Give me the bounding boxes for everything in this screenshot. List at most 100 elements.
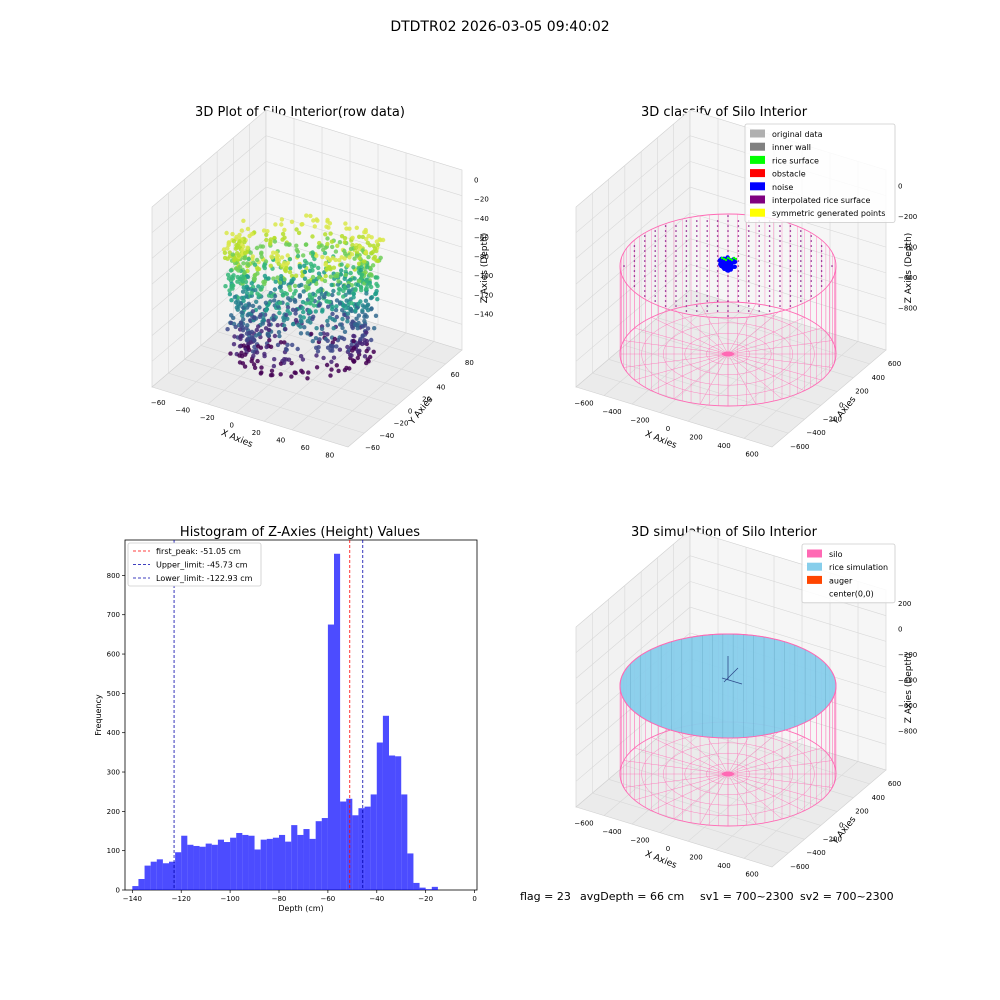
raw-point <box>222 250 228 255</box>
classify-surface-point <box>779 250 781 252</box>
raw-point <box>362 259 367 264</box>
raw-point <box>360 308 365 313</box>
hist-xlabel: Depth (cm) <box>278 904 323 913</box>
classify-surface-point <box>633 265 636 267</box>
raw-point <box>323 273 328 279</box>
raw-point <box>287 257 293 262</box>
classify-surface-point <box>644 255 646 257</box>
classify-surface-point <box>633 250 636 252</box>
raw-point <box>250 303 256 309</box>
classify-surface-point <box>716 290 719 292</box>
sim-ztick-label: −200 <box>898 651 917 659</box>
raw-point <box>353 308 358 313</box>
classify-legend-label: interpolated rice surface <box>772 196 870 205</box>
sim-floor-ring <box>706 763 750 785</box>
sim-silo-wireframe <box>619 633 837 827</box>
classify-rice-point <box>730 258 734 262</box>
raw-point <box>353 288 358 293</box>
classify-surface-point <box>706 290 708 292</box>
classify-rice-point <box>726 256 730 260</box>
hist-bar <box>401 794 408 890</box>
classify-surface-point <box>696 265 698 267</box>
raw-point <box>304 242 309 247</box>
raw-point <box>240 313 245 318</box>
classify-surface-point <box>758 265 760 267</box>
classify-floor-spoke <box>727 353 783 400</box>
raw-point <box>253 333 259 338</box>
raw-point <box>249 281 254 286</box>
classify-surface-point <box>820 275 823 277</box>
raw-point <box>262 273 268 279</box>
raw-point <box>375 258 381 264</box>
classify-surface-point <box>675 225 677 227</box>
classify-surface-point <box>800 295 802 297</box>
sim-legend-frame <box>801 543 896 604</box>
classify-noise-cluster <box>717 255 738 273</box>
classify-floor-spoke <box>634 353 729 381</box>
classify-grid-line <box>575 186 887 285</box>
sim-xtick-label: 200 <box>689 854 702 862</box>
raw-point <box>241 298 246 303</box>
raw-point <box>345 311 351 316</box>
raw-point <box>280 293 286 298</box>
classify-surface-point <box>727 295 729 297</box>
classify-surface-point <box>727 225 729 227</box>
classify-surface-point <box>800 260 802 262</box>
raw-ztick-label: −80 <box>474 253 489 261</box>
classify-surface-point <box>696 250 698 252</box>
raw-point <box>271 317 276 322</box>
raw-point <box>365 326 371 331</box>
raw-point <box>327 258 333 263</box>
classify-surface-point <box>664 270 667 272</box>
raw-point <box>223 284 228 289</box>
hist-bar <box>327 624 334 890</box>
classify-surface-point <box>664 250 667 252</box>
raw-point <box>225 246 230 251</box>
classify-surface-point <box>758 270 760 272</box>
classify-surface-point <box>716 295 719 297</box>
raw-point <box>368 295 374 301</box>
classify-silo-wireframe <box>619 213 837 407</box>
raw-point <box>302 269 307 275</box>
classify-surface-point <box>654 300 656 302</box>
raw-point <box>310 250 315 255</box>
classify-surface-point <box>727 305 729 307</box>
raw-point <box>267 338 272 343</box>
raw-point <box>279 217 285 222</box>
classify-surface-point <box>758 295 760 297</box>
raw-point <box>335 243 340 248</box>
classify-surface-point <box>748 295 750 297</box>
sim-xtick-label: 0 <box>666 845 670 853</box>
classify-surface-point <box>748 285 750 287</box>
raw-point <box>334 298 340 303</box>
classify-surface-point <box>737 290 740 292</box>
sim-xtick-label: 400 <box>717 862 730 870</box>
raw-ytick-label: 0 <box>408 408 412 416</box>
raw-point <box>251 353 256 359</box>
raw-point <box>241 218 246 223</box>
classify-surface-point <box>748 245 750 247</box>
classify-grid-line <box>575 238 887 336</box>
raw-point <box>310 339 315 344</box>
raw-point <box>364 314 369 319</box>
classify-surface-point <box>779 285 781 287</box>
raw-point <box>364 330 369 335</box>
raw-point <box>245 226 251 232</box>
raw-point <box>341 288 346 294</box>
raw-point <box>356 261 362 266</box>
classify-floor-spoke <box>727 353 833 368</box>
raw-point <box>356 349 361 355</box>
raw-point <box>280 231 286 237</box>
classify-surface-point <box>654 295 656 297</box>
sim-floor-spoke <box>673 728 729 775</box>
classify-surface-point <box>737 265 740 267</box>
raw-point <box>348 270 353 276</box>
classify-surface-point <box>779 290 781 292</box>
raw-point <box>301 309 306 315</box>
classify-surface-point <box>706 255 708 257</box>
hist-bar <box>156 859 163 890</box>
hist-xtick-label: −140 <box>123 895 142 903</box>
hist-bar <box>217 839 224 890</box>
raw-point <box>346 283 351 289</box>
classify-surface-point <box>768 245 771 247</box>
